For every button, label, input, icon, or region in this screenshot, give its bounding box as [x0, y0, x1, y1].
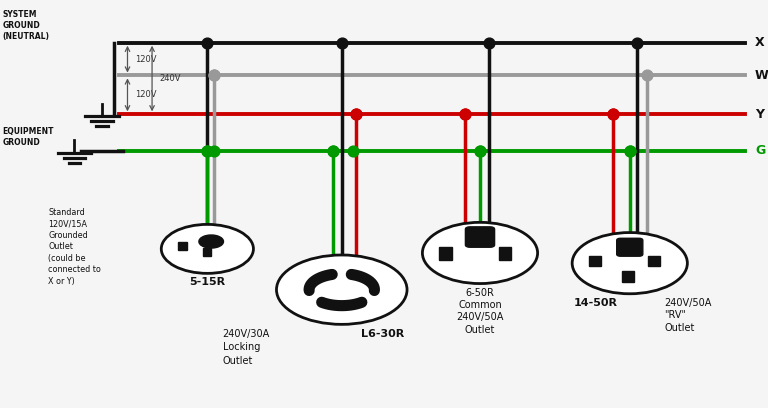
Text: Standard
120V/15A
Grounded
Outlet
(could be
connected to
X or Y): Standard 120V/15A Grounded Outlet (could…: [48, 208, 101, 286]
Point: [207, 72, 220, 79]
Text: G: G: [502, 232, 509, 241]
Text: 240V/30A
Locking
Outlet: 240V/30A Locking Outlet: [223, 329, 270, 366]
Bar: [622, 271, 634, 282]
Text: 240V: 240V: [160, 74, 181, 83]
Text: X: X: [374, 266, 381, 275]
Point: [607, 111, 619, 118]
Point: [201, 40, 214, 46]
Point: [474, 148, 486, 154]
Bar: [589, 256, 601, 266]
Circle shape: [161, 224, 253, 273]
Text: G: G: [649, 243, 657, 252]
Bar: [648, 256, 660, 266]
Text: W: W: [207, 259, 215, 268]
Text: Y: Y: [755, 108, 764, 121]
Point: [349, 111, 362, 118]
Text: X: X: [518, 249, 525, 258]
Text: G: G: [291, 282, 299, 291]
Text: Y: Y: [342, 310, 348, 319]
Circle shape: [422, 222, 538, 284]
Point: [631, 40, 644, 46]
Point: [326, 148, 339, 154]
Point: [201, 148, 214, 154]
Point: [458, 111, 471, 118]
Point: [458, 111, 471, 118]
Text: 120V: 120V: [135, 55, 157, 64]
Point: [336, 40, 348, 46]
Bar: [439, 247, 452, 260]
Text: Y: Y: [442, 264, 449, 273]
Bar: [178, 242, 187, 250]
Point: [624, 148, 636, 154]
Point: [474, 148, 486, 154]
Text: 6-50R
Common
240V/50A
Outlet: 6-50R Common 240V/50A Outlet: [456, 288, 504, 335]
Point: [201, 148, 214, 154]
Bar: [203, 248, 211, 256]
Text: X: X: [755, 36, 765, 49]
Text: W: W: [627, 284, 636, 293]
Text: EQUIPMENT
GROUND: EQUIPMENT GROUND: [2, 127, 54, 147]
Text: 240V/50A
"RV"
Outlet: 240V/50A "RV" Outlet: [664, 298, 712, 333]
Text: W: W: [755, 69, 768, 82]
Point: [347, 148, 359, 154]
Text: 5-15R: 5-15R: [189, 277, 226, 288]
Text: 120V: 120V: [135, 90, 157, 100]
Text: 14-50R: 14-50R: [574, 298, 617, 308]
Text: Y: Y: [592, 269, 598, 278]
Point: [207, 72, 220, 79]
Text: L6-30R: L6-30R: [361, 329, 404, 339]
Text: X: X: [667, 257, 674, 266]
Point: [207, 148, 220, 154]
Text: SYSTEM
GROUND
(NEUTRAL): SYSTEM GROUND (NEUTRAL): [2, 10, 49, 41]
Text: X: X: [167, 241, 173, 250]
Text: G: G: [224, 236, 231, 245]
Point: [326, 148, 339, 154]
Circle shape: [276, 255, 407, 324]
Text: G: G: [755, 144, 765, 157]
Point: [483, 40, 495, 46]
Bar: [499, 247, 511, 260]
Point: [607, 111, 619, 118]
FancyBboxPatch shape: [617, 238, 643, 256]
Point: [349, 111, 362, 118]
Wedge shape: [199, 235, 223, 248]
Point: [624, 148, 636, 154]
Circle shape: [572, 233, 687, 294]
Point: [641, 72, 653, 79]
FancyBboxPatch shape: [465, 227, 495, 247]
